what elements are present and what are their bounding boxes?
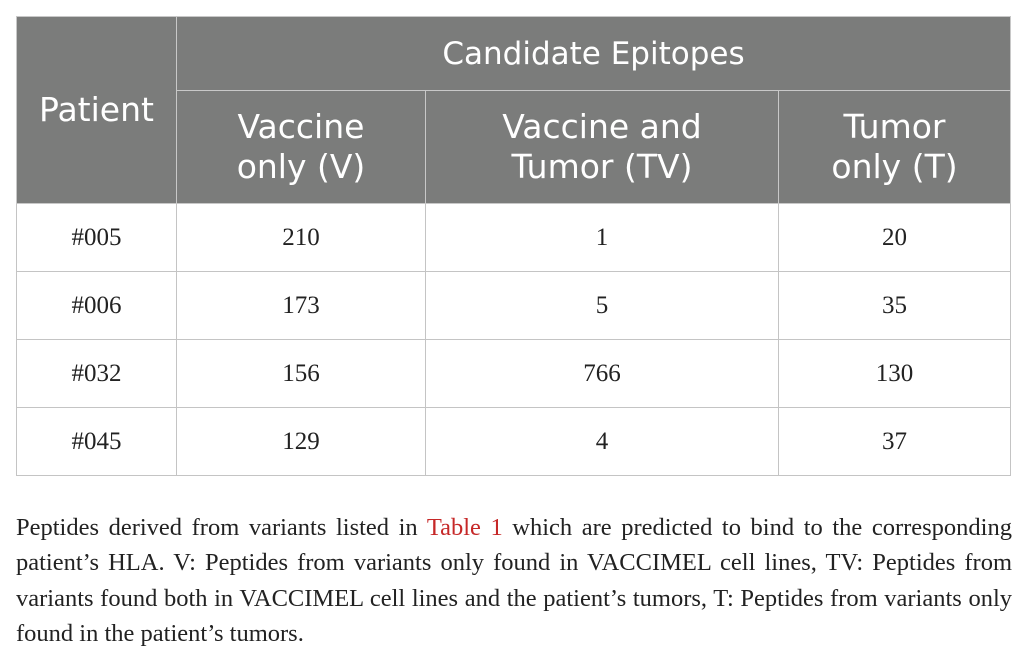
cell-vaccine-and-tumor: 1 (425, 203, 779, 272)
table-caption: Peptides derived from variants listed in… (16, 510, 1012, 652)
caption-text-after: which are predicted to bind to the corre… (16, 513, 1012, 648)
cell-vaccine-and-tumor: 4 (425, 407, 779, 476)
cell-vaccine-only: 156 (176, 339, 426, 408)
table-1-link[interactable]: Table 1 (426, 513, 503, 541)
header-row-group: Patient Candidate Epitopes (16, 16, 1012, 204)
cell-vaccine-only: 173 (176, 271, 426, 340)
cell-vaccine-and-tumor: 766 (425, 339, 779, 408)
header-tumor-only-line2: only (T) (831, 147, 958, 186)
cell-tumor-only: 35 (777, 271, 1012, 340)
cell-patient: #006 (16, 271, 177, 340)
cell-patient: #032 (16, 339, 177, 408)
header-candidate-epitopes: Candidate Epitopes (175, 16, 1012, 91)
header-row-columns: Vaccine only (V) Vaccine and Tumor (TV) … (17, 90, 1012, 204)
caption-text-before: Peptides derived from variants listed in (16, 513, 427, 541)
header-vaccine-only: Vaccine only (V) (176, 90, 426, 204)
header-vaccine-and-tumor: Vaccine and Tumor (TV) (425, 90, 779, 204)
header-vaccine-and-tumor-line1: Vaccine and (502, 107, 702, 146)
header-tumor-only-line1: Tumor (843, 107, 946, 146)
header-tumor-only: Tumor only (T) (777, 90, 1012, 204)
header-patient: Patient (16, 16, 177, 204)
cell-patient: #005 (16, 203, 177, 272)
table-row: #005 210 1 20 (16, 203, 1012, 272)
cell-tumor-only: 130 (777, 339, 1012, 408)
table-row: #006 173 5 35 (16, 271, 1012, 340)
header-vaccine-and-tumor-line2: Tumor (TV) (511, 147, 693, 186)
cell-vaccine-and-tumor: 5 (425, 271, 779, 340)
candidate-epitopes-table: Patient Candidate Epitopes Vaccine only … (16, 16, 1012, 476)
cell-tumor-only: 20 (777, 203, 1012, 272)
table-row: #032 156 766 130 (16, 339, 1012, 408)
cell-tumor-only: 37 (777, 407, 1012, 476)
table-row: #045 129 4 37 (16, 407, 1012, 476)
header-vaccine-only-line2: only (V) (236, 147, 366, 186)
cell-patient: #045 (16, 407, 177, 476)
cell-vaccine-only: 210 (176, 203, 426, 272)
cell-vaccine-only: 129 (176, 407, 426, 476)
header-vaccine-only-line1: Vaccine (237, 107, 365, 146)
epitope-table-container: Patient Candidate Epitopes Vaccine only … (16, 16, 1012, 476)
